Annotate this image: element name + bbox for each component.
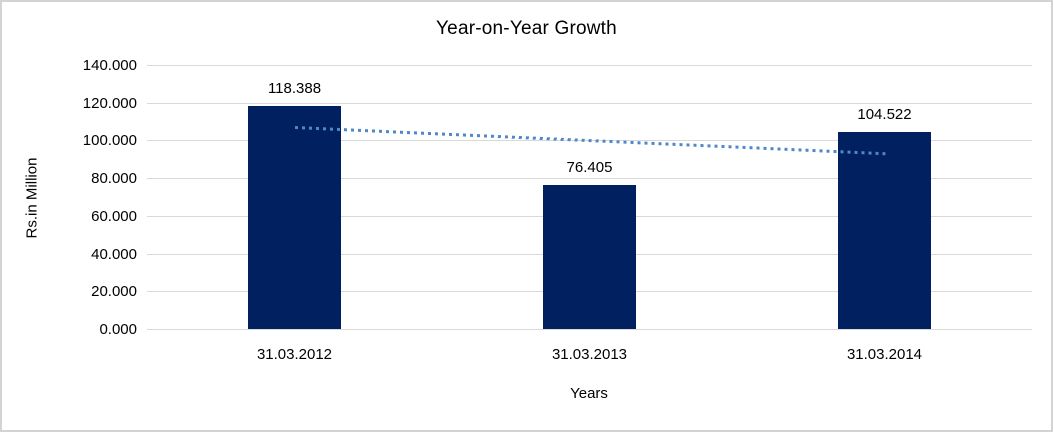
y-tick-label: 140.000 [82,57,137,74]
bar-31.03.2012 [248,105,341,329]
y-tick-label: 100.000 [82,132,137,150]
y-tick-label: 60.000 [91,207,137,225]
bar-value-label: 76.405 [566,158,613,176]
y-tick-label: 0.000 [99,321,137,338]
chart-title: Year-on-Year Growth [436,18,617,39]
x-axis-title: Years [570,385,608,402]
x-tick-label: 31.03.2014 [846,346,923,363]
gridline [147,65,1032,66]
gridline [147,329,1032,330]
y-tick-label: 120.000 [82,94,137,112]
x-tick-label: 31.03.2013 [551,346,628,363]
plot-area: 118.388 76.405 104.522 [147,65,1032,330]
bar-value-label: 104.522 [857,105,912,123]
bar-31.03.2014 [838,131,931,329]
gridline [147,178,1032,180]
x-tick-label: 31.03.2012 [256,346,333,363]
gridline [147,102,1032,104]
bar-31.03.2013 [543,184,636,329]
y-tick-label: 20.000 [91,283,137,301]
y-tick-label: 80.000 [91,170,137,188]
bar-value-label: 118.388 [267,79,322,97]
y-tick-label: 40.000 [91,245,137,263]
